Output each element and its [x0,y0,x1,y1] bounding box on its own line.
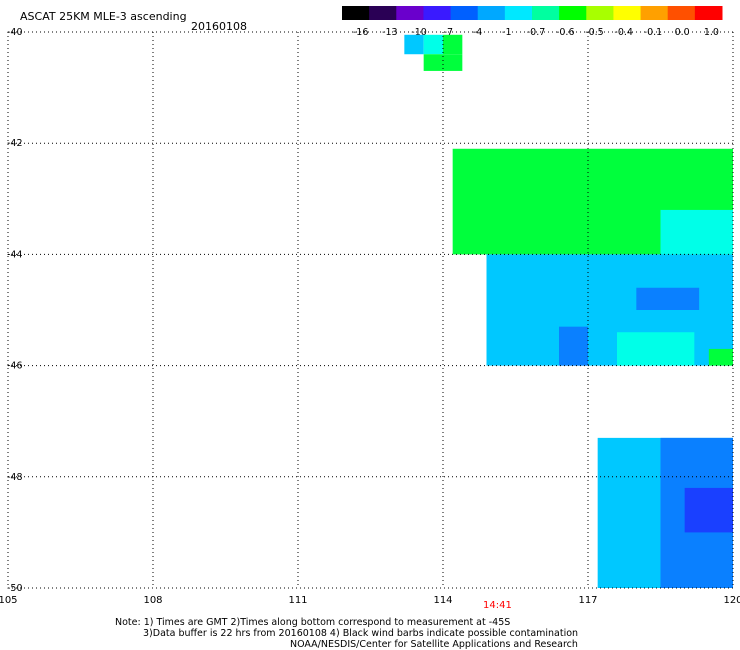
colorbar-segment [532,6,560,20]
colorbar-tick-label: -0.6 [556,27,575,38]
date-label: 20160108 [191,20,247,33]
data-cell [404,34,424,55]
data-cell [684,487,733,533]
data-cell [617,332,695,366]
data-cell [423,34,443,55]
data-cell [423,54,463,71]
latitude-label: -50 [7,583,23,594]
longitude-label: 111 [288,595,307,606]
colorbar-tick-label: -10 [411,27,427,38]
axis-labels: 105 108 111 114 117 120 -40 -42 -44 -46 -48 -50 [0,27,740,606]
latitude-label: -48 [7,472,23,483]
colorbar-tick-label: -13 [382,27,398,38]
note-line-2: 3)Data buffer is 22 hrs from 20160108 4)… [143,628,579,639]
data-cell [636,287,700,310]
note-line-3: NOAA/NESDIS/Center for Satellite Applica… [290,639,578,650]
longitude-label: 108 [143,595,162,606]
colorbar-segment [640,6,669,20]
note-line-1: Note: 1) Times are GMT 2)Times along bot… [115,617,511,628]
lat-lon-grid [7,31,734,589]
data-cell [559,326,588,366]
time-label: 14:41 [483,600,512,611]
colorbar-tick-label: -0.4 [614,27,633,38]
longitude-label: 114 [433,595,452,606]
colorbar-segment [450,6,479,20]
longitude-label: 120 [723,595,740,606]
data-cell [443,34,463,55]
colorbar-tick-label: -1 [502,27,511,38]
data-cell [660,209,733,255]
colorbar-tick-label: -0.5 [585,27,604,38]
colorbar-segment [613,6,642,20]
longitude-label: 117 [578,595,597,606]
latitude-label: -46 [7,361,23,372]
colorbar [342,6,723,20]
colorbar-tick-label: -4 [473,27,482,38]
colorbar-tick-label: 1.0 [704,27,719,38]
colorbar-segment [423,6,452,20]
latitude-label: -42 [7,138,23,149]
data-cell [708,348,733,366]
colorbar-segment [694,6,723,20]
colorbar-tick-label: 0.0 [675,27,690,38]
longitude-label: 105 [0,595,18,606]
latitude-label: -40 [7,27,23,38]
product-title: ASCAT 25KM MLE-3 ascending [20,10,187,23]
colorbar-segment [396,6,424,20]
data-field [404,34,733,588]
colorbar-segment [559,6,587,20]
colorbar-segment [504,6,533,20]
colorbar-segment [667,6,696,20]
colorbar-segment [586,6,614,20]
latitude-label: -44 [7,249,23,260]
colorbar-segment [477,6,506,20]
colorbar-segment [342,6,370,20]
colorbar-segment [369,6,397,20]
